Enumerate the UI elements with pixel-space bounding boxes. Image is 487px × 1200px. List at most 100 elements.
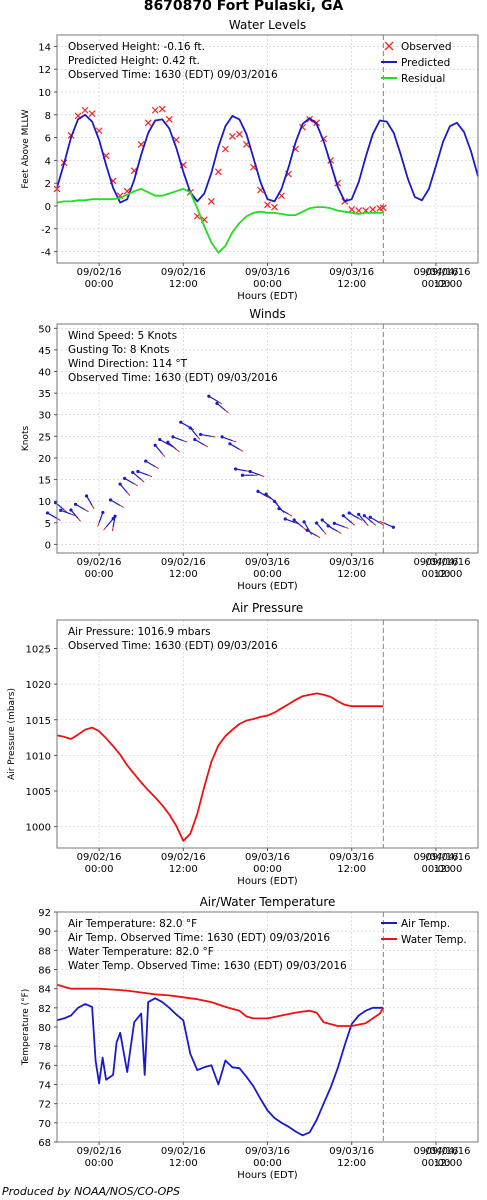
wind-arrow bbox=[110, 499, 121, 506]
info-line: Water Temperature: 82.0 °F bbox=[68, 946, 214, 958]
y-tick-label: 1005 bbox=[26, 787, 51, 798]
y-tick-label: 45 bbox=[38, 346, 51, 357]
y-tick-label: 6 bbox=[45, 134, 51, 145]
y-tick-label: 0 bbox=[45, 202, 51, 213]
y-tick-label: 82 bbox=[38, 1004, 51, 1015]
wind-arrow-head bbox=[188, 426, 192, 430]
y-tick-label: 76 bbox=[38, 1061, 51, 1072]
chart-1 bbox=[45, 323, 479, 556]
wind-arrow bbox=[327, 525, 338, 532]
data-point bbox=[228, 133, 236, 140]
info-line: Observed Time: 1630 (EDT) 09/03/2016 bbox=[68, 640, 278, 652]
chart-2 bbox=[54, 619, 479, 851]
wind-arrow bbox=[145, 460, 156, 468]
wind-arrow-head bbox=[131, 470, 135, 475]
x-tick-label: 00:00 bbox=[253, 279, 282, 290]
chart-title: Air Pressure bbox=[232, 601, 304, 615]
wind-arrow-head bbox=[277, 507, 281, 511]
series-residual bbox=[56, 187, 384, 254]
x-tick-label: 00:00 bbox=[253, 864, 282, 875]
y-tick-label: 20 bbox=[38, 454, 51, 465]
x-tick-label: 09/03/16 bbox=[329, 267, 374, 278]
series-air-pressure bbox=[56, 692, 384, 842]
wind-arrow-head bbox=[341, 514, 345, 518]
wind-arrow-tail bbox=[218, 401, 223, 405]
x-tick-label: 09/02/16 bbox=[77, 1146, 122, 1157]
wind-arrow-head bbox=[234, 467, 238, 471]
wind-arrow-head bbox=[240, 473, 245, 477]
x-tick-label: 12:00 bbox=[169, 1158, 198, 1169]
wind-arrow-head bbox=[391, 525, 395, 529]
data-point bbox=[355, 207, 363, 214]
wind-arrow-head bbox=[179, 420, 183, 424]
y-tick-label: 5 bbox=[45, 519, 51, 530]
y-tick-label: 90 bbox=[38, 927, 51, 938]
x-tick-label: 09/02/16 bbox=[161, 267, 206, 278]
data-point bbox=[81, 106, 89, 114]
data-point bbox=[207, 198, 215, 205]
y-axis-title: Knots bbox=[21, 426, 31, 452]
wind-arrow bbox=[363, 515, 374, 524]
wind-arrow-tail bbox=[302, 526, 306, 531]
x-tick-label: 09/04/16 bbox=[413, 557, 458, 568]
data-point bbox=[348, 205, 356, 213]
y-tick-label: -4 bbox=[41, 248, 51, 259]
wind-arrow bbox=[105, 518, 114, 528]
legend-swatch bbox=[384, 41, 394, 51]
chart-title: Air/Water Temperature bbox=[200, 895, 336, 909]
y-tick-label: 40 bbox=[38, 368, 51, 379]
x-tick-label: 00:00 bbox=[85, 279, 114, 290]
y-tick-label: 2 bbox=[45, 179, 51, 190]
wind-arrow-head bbox=[166, 440, 170, 444]
y-tick-label: 88 bbox=[38, 946, 51, 957]
wind-arrow bbox=[200, 433, 212, 437]
wind-arrow-tail bbox=[154, 466, 159, 470]
wind-arrow bbox=[70, 509, 79, 519]
wind-arrow-head bbox=[101, 510, 105, 515]
wind-arrow-tail bbox=[211, 435, 216, 438]
wind-arrow-head bbox=[171, 435, 175, 439]
wind-arrow bbox=[180, 421, 191, 429]
x-tick-label: 12:00 bbox=[434, 1158, 463, 1169]
y-tick-label: 4 bbox=[45, 156, 51, 167]
x-tick-label: 12:00 bbox=[434, 279, 463, 290]
wind-arrow bbox=[119, 483, 128, 493]
wind-arrow-head bbox=[347, 511, 351, 515]
wind-arrow-tail bbox=[196, 436, 201, 440]
wind-arrow bbox=[293, 519, 303, 528]
wind-arrow bbox=[60, 509, 72, 515]
wind-arrow-head bbox=[59, 508, 63, 512]
data-point bbox=[221, 145, 229, 153]
wind-arrow bbox=[303, 521, 311, 532]
info-line: Water Temp. Observed Time: 1630 (EDT) 09… bbox=[68, 960, 347, 972]
wind-arrow-tail bbox=[97, 522, 100, 527]
wind-arrow-tail bbox=[183, 440, 188, 443]
x-tick-label: 09/03/16 bbox=[245, 557, 290, 568]
x-tick-label: 00:00 bbox=[421, 864, 450, 875]
x-tick-label: 09/03/16 bbox=[245, 267, 290, 278]
wind-arrow bbox=[159, 438, 170, 446]
y-tick-label: 50 bbox=[38, 324, 51, 335]
y-tick-label: 1010 bbox=[26, 751, 51, 762]
data-point bbox=[151, 106, 159, 114]
wind-arrow-tail bbox=[323, 531, 327, 535]
x-tick-label: 00:00 bbox=[85, 569, 114, 580]
wind-arrow-head bbox=[283, 517, 287, 521]
wind-arrow-head bbox=[123, 476, 127, 480]
wind-arrow-head bbox=[302, 520, 306, 524]
wind-arrow-tail bbox=[84, 509, 89, 513]
info-line: Observed Time: 1630 (EDT) 09/03/2016 bbox=[68, 372, 278, 384]
data-point bbox=[379, 204, 387, 212]
y-tick-label: 1020 bbox=[26, 680, 51, 691]
wind-arrow-tail bbox=[204, 444, 209, 448]
info-line: Wind Direction: 114 °T bbox=[68, 358, 188, 370]
y-tick-label: 8 bbox=[45, 111, 51, 122]
y-tick-label: 1015 bbox=[26, 716, 51, 727]
x-tick-label: 00:00 bbox=[253, 569, 282, 580]
wind-arrow-tail bbox=[337, 530, 342, 534]
x-axis-title: Hours (EDT) bbox=[237, 291, 298, 302]
x-tick-label: 09/04/16 bbox=[426, 852, 471, 863]
wind-arrow bbox=[154, 444, 163, 455]
x-axis-title: Hours (EDT) bbox=[237, 581, 298, 592]
wind-arrow-tail bbox=[267, 496, 272, 500]
